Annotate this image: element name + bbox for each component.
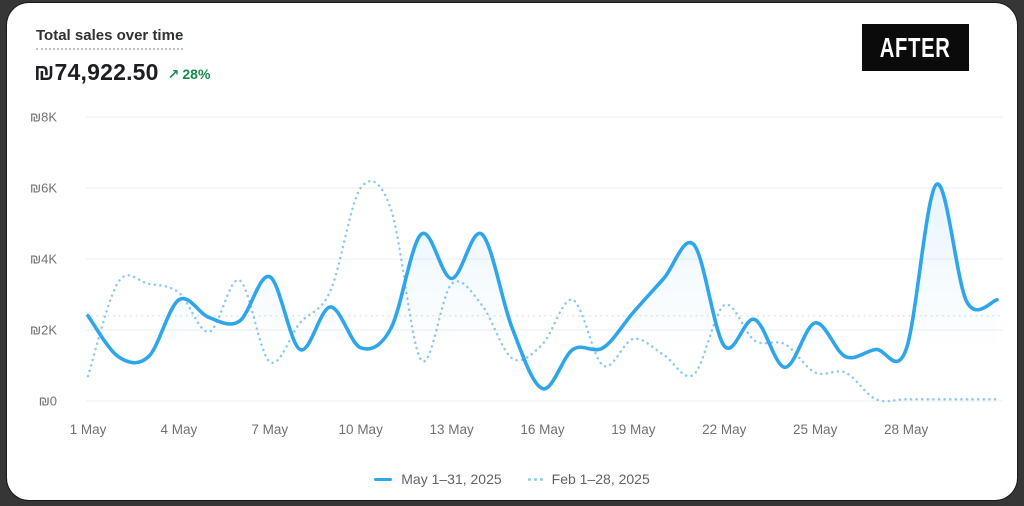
legend-label-current: May 1–31, 2025 [401, 471, 502, 487]
y-axis-tick-label: ₪8K [30, 110, 57, 125]
x-axis-tick-label: 4 May [161, 422, 198, 437]
total-sales-amount: ₪74,922.50 [34, 59, 159, 85]
current-period-line[interactable] [86, 182, 999, 391]
comparison-period-line[interactable] [86, 179, 999, 403]
legend-marker-solid-line-icon [374, 477, 393, 481]
sales-delta-badge: ↗ 28% [168, 66, 211, 82]
y-axis-tick-label: ₪6K [30, 181, 57, 196]
legend-label-comparison: Feb 1–28, 2025 [551, 471, 650, 487]
x-axis-tick-label: 16 May [520, 422, 565, 437]
x-axis-tick-label: 25 May [793, 422, 838, 437]
legend-item-current-period[interactable]: May 1–31, 2025 [374, 471, 502, 487]
x-axis-tick-label: 19 May [611, 422, 656, 437]
x-axis-tick-label: 7 May [251, 422, 288, 437]
chart-title[interactable]: Total sales over time [36, 27, 184, 50]
trend-up-arrow-icon: ↗ [167, 66, 180, 82]
y-axis-tick-label: ₪2K [30, 323, 57, 338]
x-axis-tick-label: 10 May [339, 422, 384, 437]
x-axis-tick-label: 1 May [70, 422, 107, 437]
total-sales-summary: ₪74,922.50 ↗ 28% [34, 59, 210, 86]
legend-item-comparison-period[interactable]: Feb 1–28, 2025 [527, 471, 650, 487]
sales-chart-card: Total sales over time ₪74,922.50 ↗ 28% A… [7, 3, 1017, 500]
legend-marker-dotted-line-icon [527, 477, 543, 481]
x-axis-tick-label: 22 May [702, 422, 747, 437]
delta-percent: 28% [182, 66, 211, 82]
chart-legend: May 1–31, 2025 Feb 1–28, 2025 [7, 466, 1017, 492]
after-badge-label: AFTER [880, 31, 951, 63]
x-axis-tick-label: 13 May [429, 422, 474, 437]
after-badge: AFTER [862, 24, 969, 71]
y-axis-tick-label: ₪0 [39, 394, 57, 409]
y-axis-tick-label: ₪4K [30, 252, 57, 267]
x-axis-tick-label: 28 May [884, 422, 929, 437]
current-period-area-fill [88, 183, 997, 401]
